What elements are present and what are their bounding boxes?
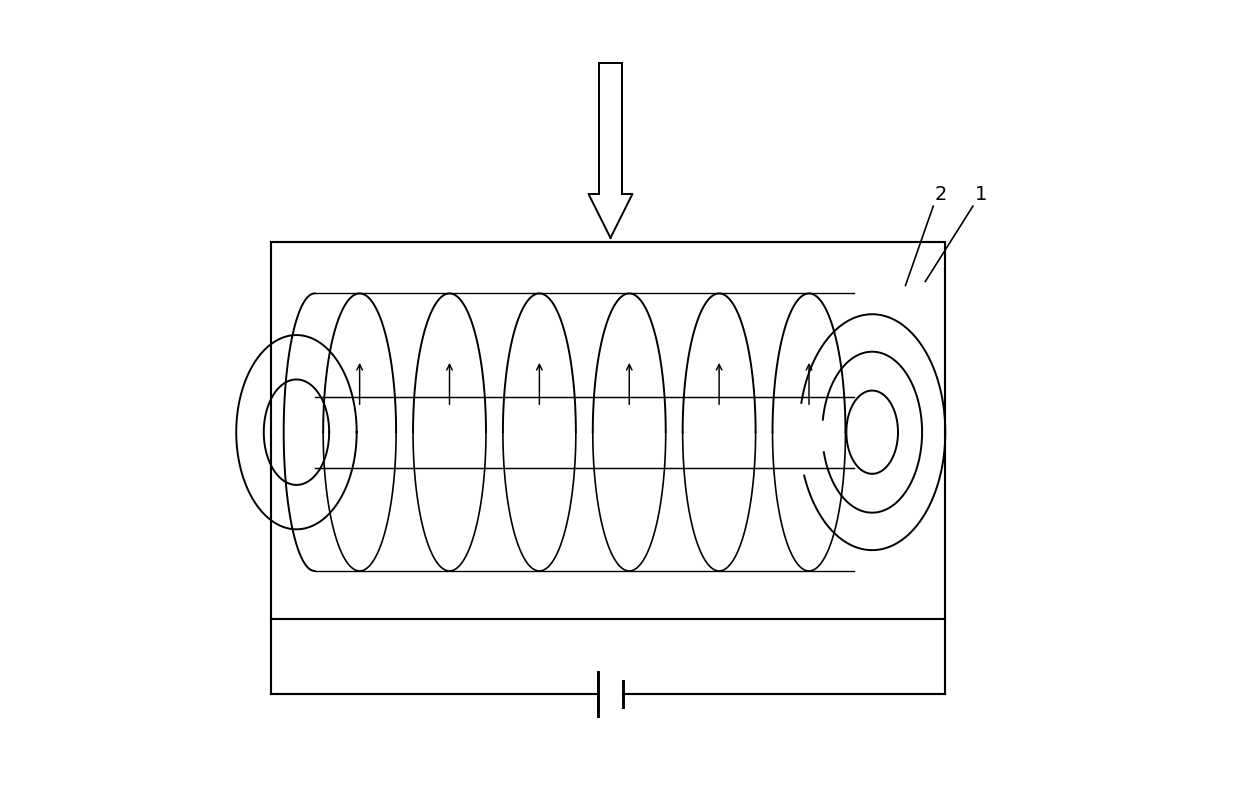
Polygon shape xyxy=(599,63,621,194)
Text: 2: 2 xyxy=(935,185,947,204)
Bar xyxy=(272,242,945,619)
Text: 1: 1 xyxy=(975,185,987,204)
Polygon shape xyxy=(589,194,632,238)
